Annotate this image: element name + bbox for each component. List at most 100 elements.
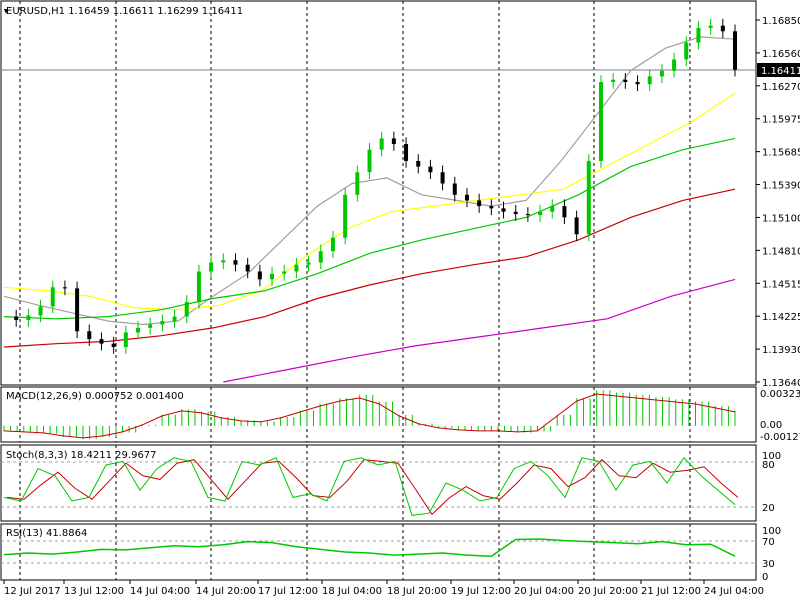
candle-body [647, 76, 652, 85]
ma-yellow-line [3, 92, 736, 311]
candle-body [270, 273, 275, 280]
rsi-tick-30: 30 [762, 559, 775, 570]
time-label: 24 Jul 04:00 [704, 586, 764, 597]
candle-body [38, 306, 43, 316]
candle-body [123, 332, 128, 348]
price-tick-label: 1.14225 [762, 312, 800, 323]
candle-body [684, 42, 689, 60]
candle-body [330, 237, 335, 252]
time-label: 18 Jul 04:00 [322, 586, 382, 597]
candle-body [379, 138, 384, 150]
candle-body [574, 217, 579, 235]
main-vertical-grid [19, 1, 691, 385]
candle-body [720, 25, 725, 32]
macd-signal-line [3, 393, 736, 439]
macd-tick-top: 0.003239 [760, 389, 800, 400]
candle-body [513, 211, 518, 214]
macd-panel-border [0, 386, 757, 443]
stoch-title: Stoch(8,3,3) 18.4211 29.9677 [6, 450, 157, 461]
candle-body [659, 70, 664, 77]
time-label: 21 Jul 12:00 [641, 586, 701, 597]
candle-body [440, 172, 445, 184]
rsi-panel-border [0, 523, 757, 581]
rsi-tick-100: 100 [762, 526, 781, 537]
candle-body [233, 260, 238, 265]
candle-body [87, 331, 92, 340]
rsi-title: RSI(13) 41.8864 [6, 528, 87, 539]
candle-body [672, 59, 677, 71]
collapse-arrow-icon[interactable] [4, 9, 8, 14]
time-label: 13 Jul 12:00 [64, 586, 124, 597]
candle-body [367, 149, 372, 173]
candle-body [14, 316, 19, 320]
candle-body [611, 79, 616, 83]
macd-tick-zero: 0.00 [760, 420, 782, 431]
candle-body [708, 25, 713, 28]
candle-body [391, 138, 396, 145]
candle-body [50, 287, 55, 307]
candle-body [404, 144, 409, 161]
main-price-panel[interactable]: EURUSD,H1 1.16459 1.16611 1.16299 1.1641… [0, 0, 800, 389]
candle-body [635, 82, 640, 85]
time-label: 14 Jul 04:00 [130, 586, 190, 597]
stoch-main-line [3, 457, 736, 516]
candle-body [99, 339, 104, 344]
candle-body [136, 327, 141, 333]
candlesticks [14, 18, 737, 354]
rsi-tick-0: 0 [762, 572, 768, 583]
candle-body [562, 206, 567, 218]
candle-body [221, 260, 226, 263]
candle-body [257, 271, 262, 280]
current-price-label: 1.16411 [761, 66, 800, 77]
main-panel-border [0, 0, 757, 386]
stoch-tick-100: 100 [762, 451, 781, 462]
candle-body [282, 271, 287, 274]
candle-body [209, 262, 214, 272]
price-tick-label: 1.15100 [762, 213, 800, 224]
stoch-panel[interactable]: Stoch(8,3,3) 18.4211 29.9677 100 80 20 [0, 444, 781, 522]
price-tick-label: 1.16560 [762, 49, 800, 60]
time-axis: 12 Jul 2017 13 Jul 12:00 14 Jul 04:00 14 Ju… [3, 580, 764, 597]
price-tick-label: 1.15390 [762, 181, 800, 192]
rsi-tick-70: 70 [762, 537, 775, 548]
price-tick-label: 1.16270 [762, 82, 800, 93]
candle-body [428, 166, 433, 173]
candle-body [623, 79, 628, 83]
time-label: 20 Jul 20:00 [578, 586, 638, 597]
candle-body [148, 324, 153, 328]
time-label: 12 Jul 2017 [4, 586, 61, 597]
candle-body [62, 287, 67, 289]
rsi-panel[interactable]: RSI(13) 41.8864 100 70 30 0 [0, 523, 781, 583]
current-price-tag [757, 63, 800, 77]
price-tick-label: 1.14810 [762, 246, 800, 257]
candle-body [355, 172, 360, 195]
time-label: 19 Jul 12:00 [451, 586, 511, 597]
price-tick-label: 1.13640 [762, 378, 800, 389]
macd-title: MACD(12,26,9) 0.000752 0.001400 [6, 391, 184, 402]
candle-body [538, 211, 543, 216]
candle-body [525, 213, 530, 216]
candle-body [306, 262, 311, 265]
stoch-tick-80: 80 [762, 460, 775, 471]
candle-body [586, 160, 591, 235]
price-tick-label: 1.15685 [762, 148, 800, 159]
time-label: 14 Jul 20:00 [196, 586, 256, 597]
stoch-panel-border [0, 444, 757, 522]
candle-body [184, 301, 189, 317]
candle-body [489, 206, 494, 209]
price-tick-label: 1.14515 [762, 279, 800, 290]
price-tick-label: 1.16850 [762, 16, 800, 27]
candle-body [196, 271, 201, 302]
ma-magenta-line [223, 278, 736, 383]
candle-body [172, 316, 177, 322]
candle-body [696, 27, 701, 43]
macd-panel[interactable]: MACD(12,26,9) 0.000752 0.001400 0.003239… [0, 386, 800, 443]
candle-body [416, 160, 421, 167]
candle-body [452, 183, 457, 195]
candle-body [160, 321, 165, 325]
time-label: 20 Jul 04:00 [514, 586, 574, 597]
candle-body [294, 264, 299, 272]
candle-body [318, 251, 323, 263]
